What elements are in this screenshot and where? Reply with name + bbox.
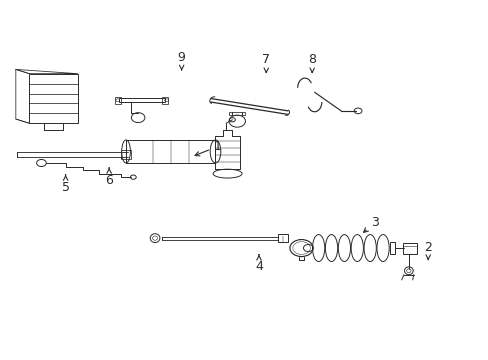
Text: 9: 9 xyxy=(177,51,185,70)
Bar xyxy=(29,74,78,123)
Text: 4: 4 xyxy=(255,255,263,273)
Bar xyxy=(402,243,416,254)
Text: 5: 5 xyxy=(61,175,69,194)
Bar xyxy=(126,140,215,163)
Bar xyxy=(389,242,394,255)
Text: 1: 1 xyxy=(195,140,222,156)
Bar xyxy=(115,97,121,104)
Bar xyxy=(119,99,164,102)
Bar xyxy=(278,234,287,242)
Bar xyxy=(228,112,245,115)
Text: 6: 6 xyxy=(105,168,113,186)
Bar xyxy=(162,97,167,104)
Text: 8: 8 xyxy=(307,53,316,72)
Bar xyxy=(121,149,131,159)
Text: 7: 7 xyxy=(262,53,270,72)
Text: 2: 2 xyxy=(424,241,431,260)
Text: 3: 3 xyxy=(363,216,378,232)
